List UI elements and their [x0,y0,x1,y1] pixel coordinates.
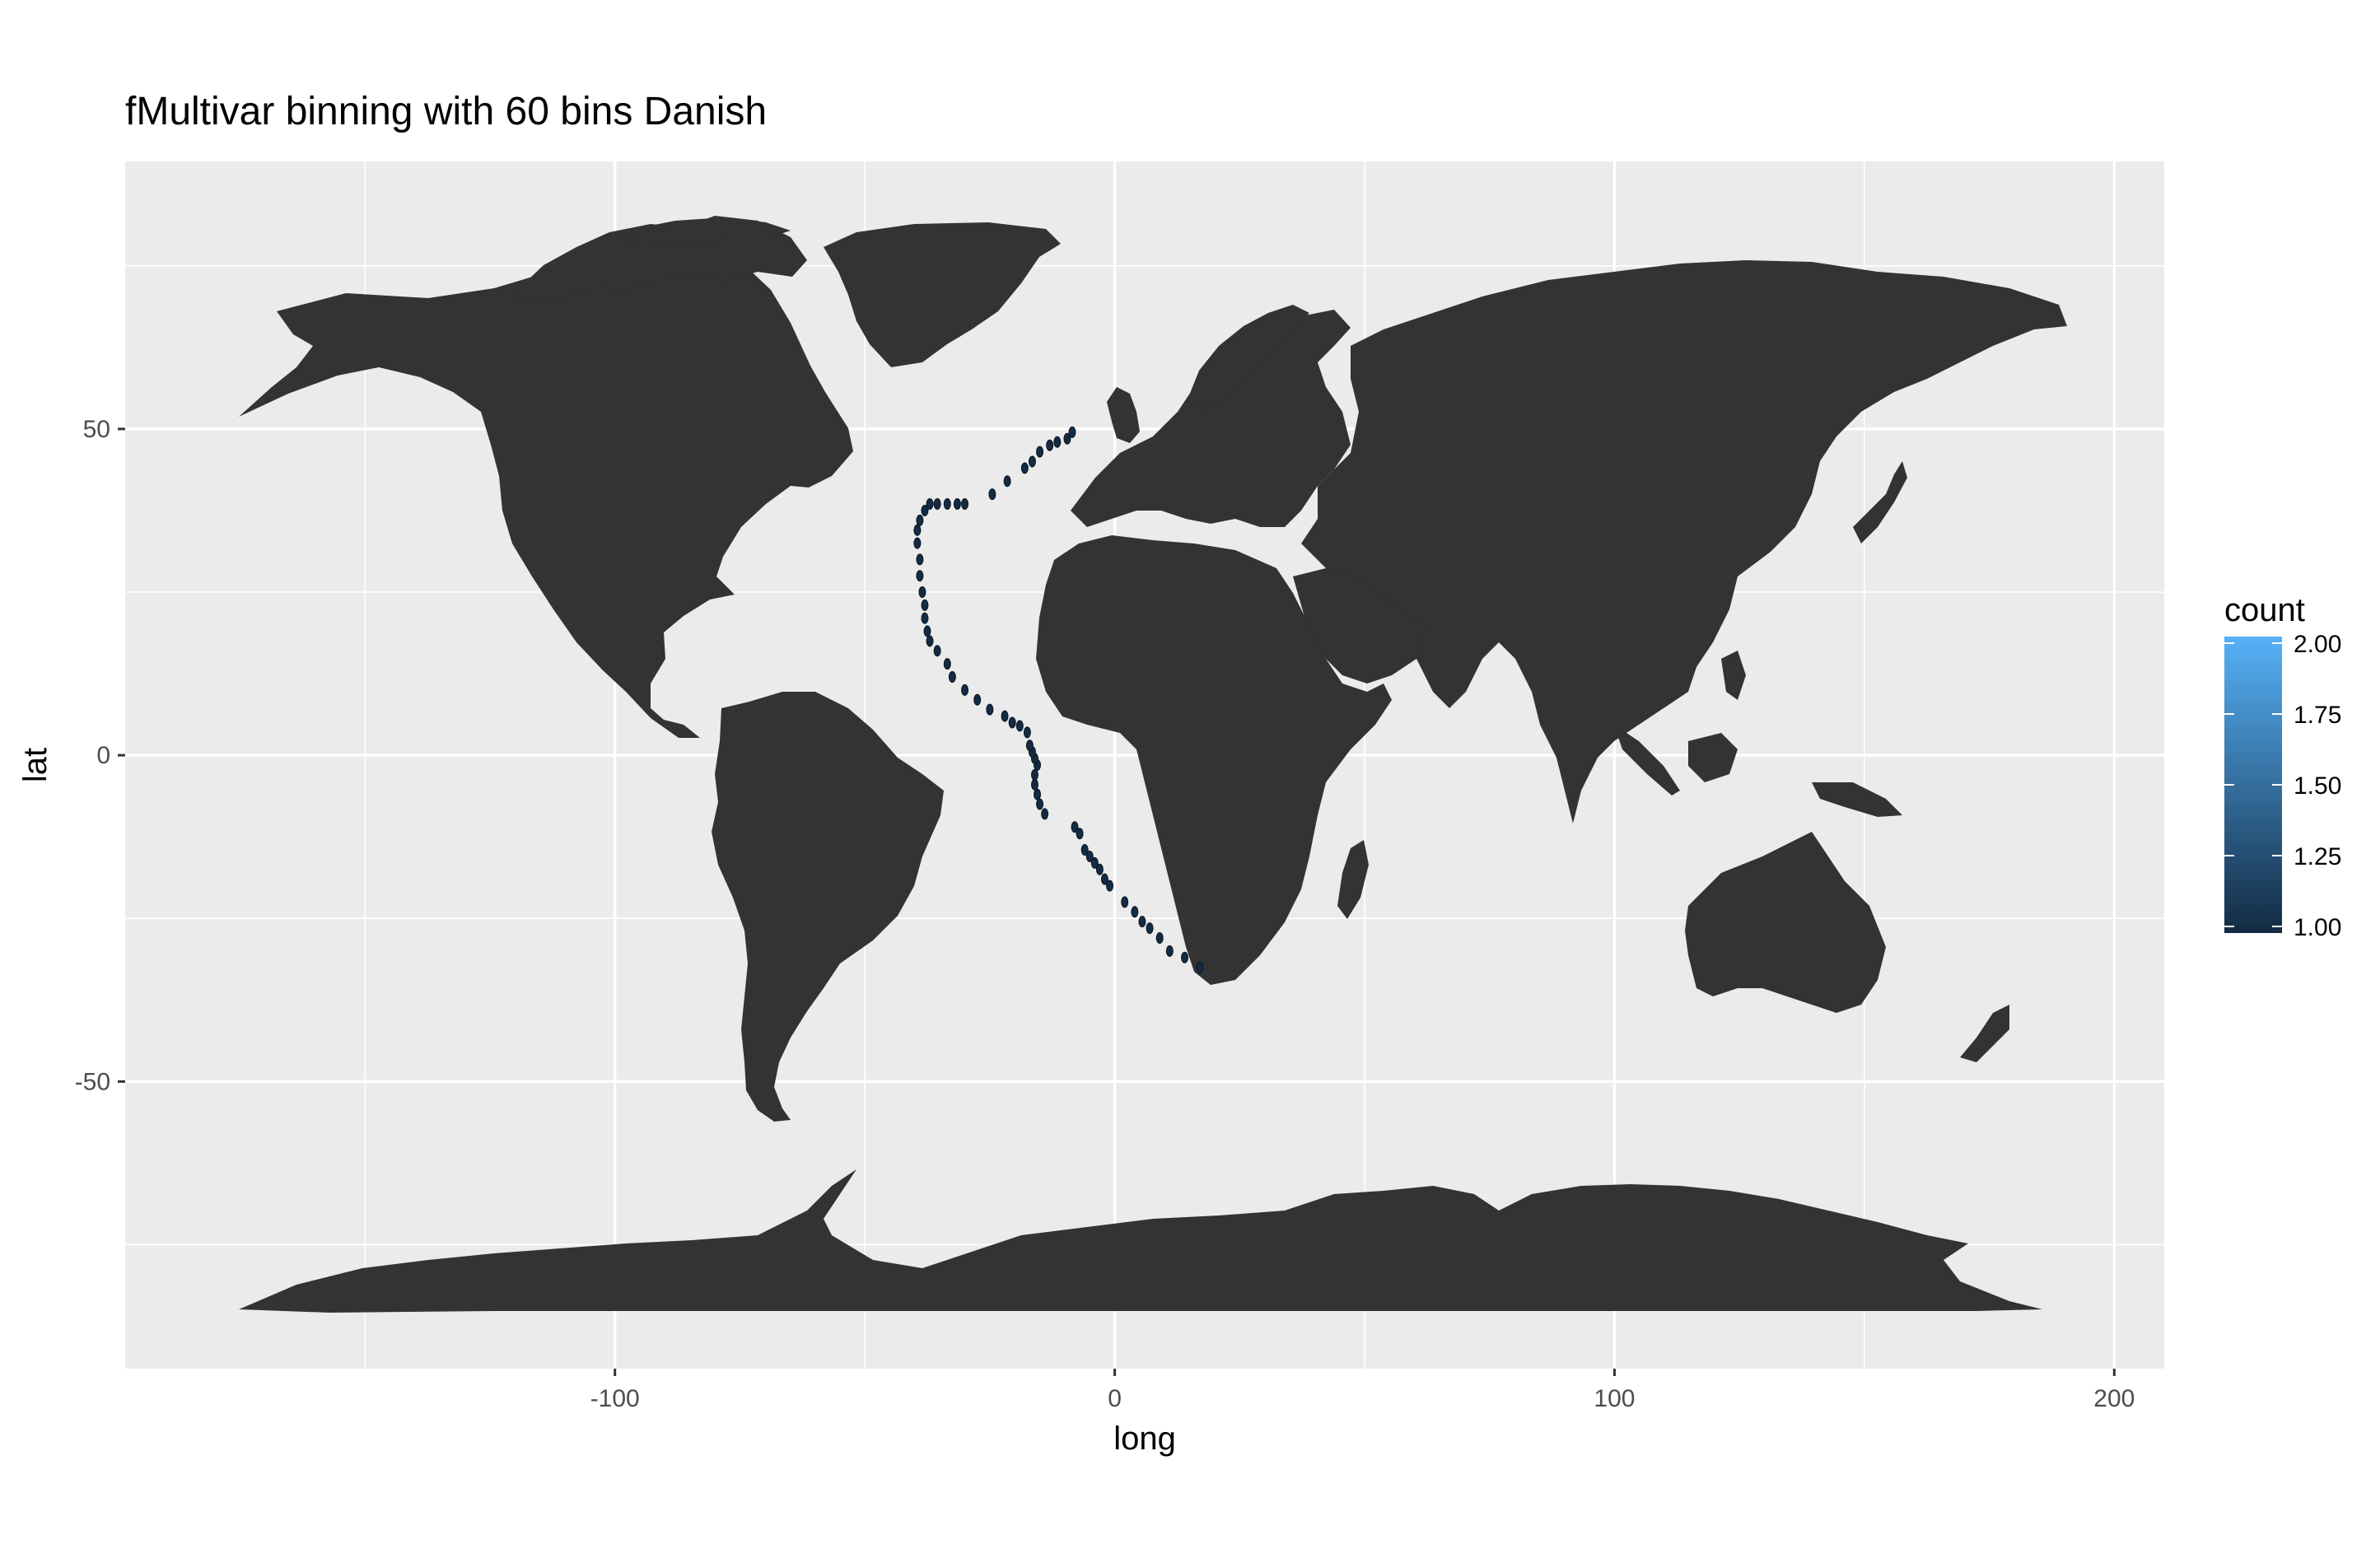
legend-title: count [2224,592,2305,628]
data-point-37 [921,612,929,624]
data-point-18 [1034,788,1042,800]
data-point-14 [1076,828,1084,840]
data-point-33 [943,658,951,670]
legend-ticks: 1.00 1.25 1.50 1.75 2.00 [2224,631,2341,941]
data-point-48 [943,498,951,511]
borneo-landmass [1688,733,1738,782]
data-point-30 [973,693,982,706]
data-point-5 [1138,916,1146,928]
greenland-landmass [824,222,1061,367]
y-axis: -50 0 50 [75,416,125,1095]
data-point-25 [1023,726,1031,739]
world-land-layer [239,216,2067,1313]
data-point-4 [1146,922,1154,935]
data-point-3 [1155,931,1164,944]
x-tick-label-0: -100 [590,1385,640,1412]
data-point-46 [926,498,934,511]
y-axis-title: lat [17,748,54,782]
data-point-51 [988,488,996,501]
asia-landmass [1301,260,2067,823]
data-point-31 [961,684,969,696]
y-tick-label-1: 0 [96,742,110,769]
x-axis-title: long [1113,1421,1176,1457]
north-america-landmass [239,239,853,738]
data-point-9 [1100,873,1108,885]
data-point-50 [961,498,969,511]
data-point-12 [1085,850,1094,862]
data-point-57 [1053,436,1062,448]
great-britain-landmass [1107,387,1140,443]
australia-landmass [1685,832,1886,1013]
sumatra-landmass [1614,725,1680,795]
madagascar-landmass [1337,840,1369,919]
legend-label-2: 1.50 [2294,772,2341,800]
legend-label-4: 2.00 [2294,631,2341,658]
data-point-47 [933,498,941,511]
x-tick-label-3: 200 [2093,1385,2135,1412]
data-point-6 [1131,906,1139,918]
data-point-39 [918,586,926,599]
x-axis: -100 0 100 200 [590,1369,2135,1412]
data-point-52 [1003,475,1011,488]
data-point-40 [916,570,924,582]
data-point-34 [933,645,941,657]
africa-landmass [1036,535,1392,985]
data-point-0 [1196,961,1204,973]
binned-points-layer [913,426,1204,973]
data-point-43 [913,524,922,536]
new-zealand-landmass [1960,1005,2009,1062]
scandinavia-landmass [1186,305,1309,408]
data-point-44 [916,514,924,526]
arabian-peninsula [1293,568,1425,684]
data-point-28 [1001,710,1009,722]
data-point-8 [1106,879,1114,892]
y-tick-label-0: -50 [75,1068,110,1095]
data-point-35 [926,635,934,647]
data-point-7 [1121,896,1129,908]
legend-label-1: 1.25 [2294,843,2341,870]
new-guinea-landmass [1812,782,1902,817]
south-america-landmass [712,692,944,1122]
data-point-26 [1015,720,1024,732]
data-point-2 [1165,945,1174,957]
data-point-53 [1020,462,1029,474]
data-point-41 [916,553,924,566]
data-point-58 [1063,432,1071,445]
data-point-55 [1036,446,1044,458]
data-point-13 [1080,844,1089,856]
data-point-49 [953,498,961,511]
data-point-29 [986,703,994,716]
y-tick-label-2: 50 [83,416,110,443]
data-point-56 [1046,439,1054,451]
data-point-32 [948,671,956,684]
japan-landmass [1853,461,1907,544]
data-point-1 [1181,951,1189,963]
data-point-27 [1008,716,1016,729]
data-point-42 [913,537,922,549]
ellesmere-island [626,217,791,247]
data-point-19 [1030,778,1038,791]
antarctica-landmass [239,1169,2042,1313]
philippines-landmass [1721,651,1746,700]
data-point-38 [921,599,929,611]
legend-label-0: 1.00 [2294,914,2341,941]
data-point-20 [1030,768,1038,781]
data-point-36 [923,625,931,637]
europe-landmass [1071,310,1351,527]
data-point-10 [1095,863,1104,875]
data-point-24 [1025,740,1034,752]
color-legend: count 1.00 1.25 1.50 1.75 2.00 [2224,592,2341,941]
plot-title: fMultivar binning with 60 bins Danish [125,90,767,133]
data-point-54 [1028,455,1036,468]
data-point-15 [1071,821,1079,833]
legend-label-3: 1.75 [2294,702,2341,729]
x-tick-label-2: 100 [1594,1385,1635,1412]
data-point-59 [1068,426,1076,438]
data-point-45 [921,504,929,516]
data-point-11 [1090,856,1099,869]
data-point-17 [1036,798,1044,810]
data-point-16 [1041,808,1049,820]
x-tick-label-1: 0 [1108,1385,1122,1412]
